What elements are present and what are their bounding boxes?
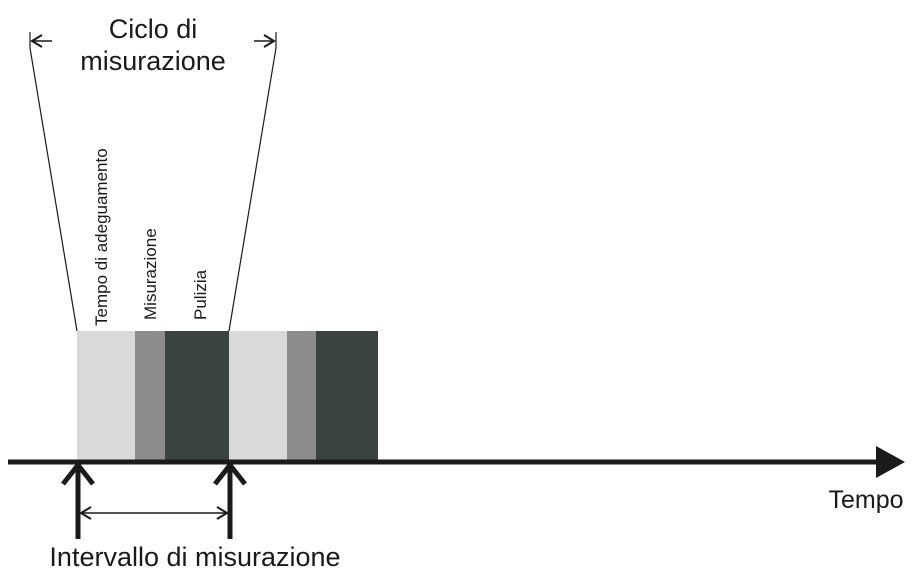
measurement-block-2 [287,331,316,462]
cleaning-block-1 [165,331,229,462]
time-axis-arrowhead [876,446,905,478]
time-axis-label: Tempo [828,486,903,514]
phase-label-cleaning: Pulizia [191,269,210,320]
phase-label-adjustment: Tempo di adeguamento [92,148,111,326]
adjustment-block-2 [229,331,287,462]
cleaning-block-2 [316,331,378,462]
phase-label-measurement: Misurazione [141,228,160,320]
measurement-block-1 [135,331,165,462]
cycle-bracket-right [228,32,277,332]
cycle-label-line2: misurazione [80,46,226,76]
interval-label: Intervallo di misurazione [49,542,340,572]
interval-marker-1-head [61,460,95,486]
cycle-label-line1: Ciclo di [109,14,198,44]
cycle-bracket-left [29,32,78,332]
adjustment-block-1 [77,331,135,462]
interval-marker-2-head [213,460,247,486]
